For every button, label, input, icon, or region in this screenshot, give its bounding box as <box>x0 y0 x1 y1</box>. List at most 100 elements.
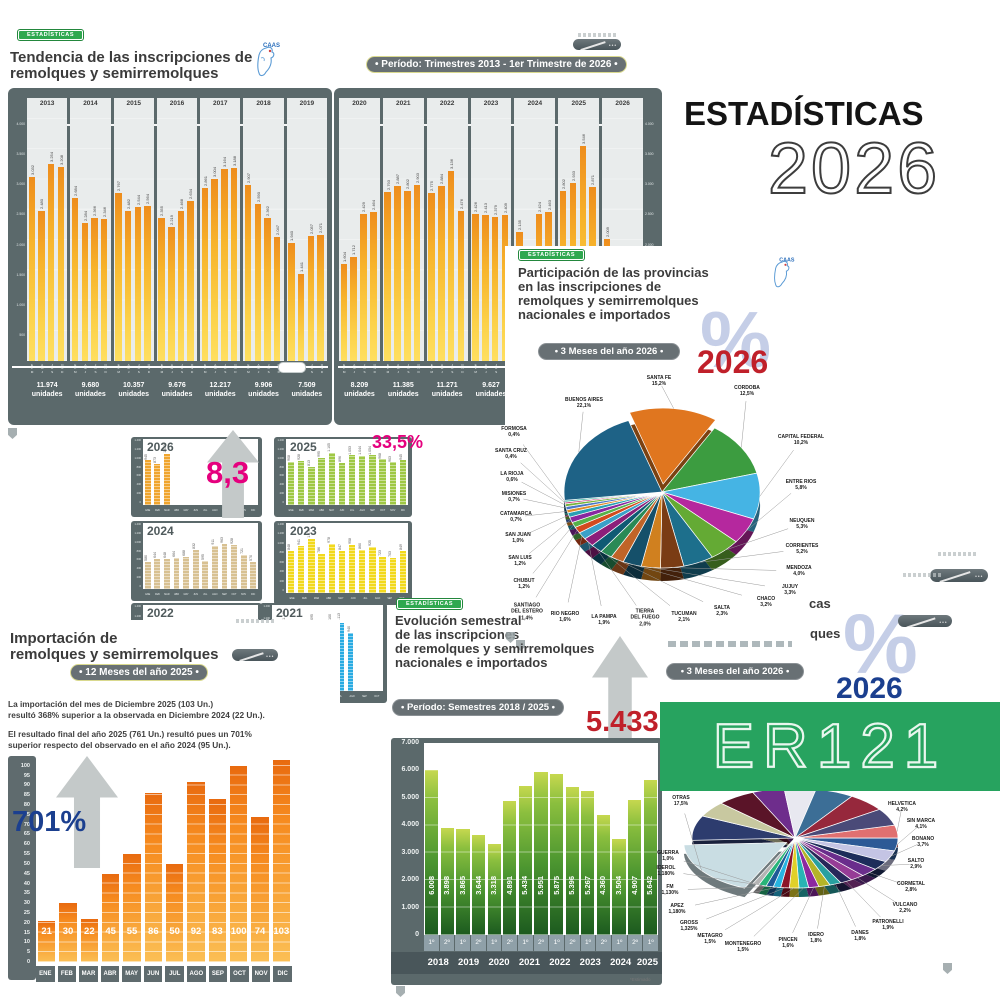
bar <box>115 193 122 361</box>
bar <box>192 549 199 589</box>
year-column-body: 2014 2.684 2.284 2.366 2.346 <box>70 98 111 361</box>
quarter-letters: A M J <box>257 362 260 374</box>
month-label: JUL <box>349 509 355 512</box>
quarter-letters: O N D <box>373 362 376 374</box>
year-label: 2019 <box>458 957 480 968</box>
bar-value: 4.907 <box>629 876 639 895</box>
bar-value: 86 <box>148 926 159 937</box>
month-label: ABR <box>326 597 332 600</box>
er121-code: ER121 <box>712 711 948 782</box>
pie-slice <box>660 491 685 569</box>
pie-leader-line <box>532 524 574 574</box>
month-label: NOV <box>240 593 247 596</box>
y-tick: 4.000 <box>16 121 26 126</box>
month-label: FEB <box>57 966 77 982</box>
pie-slice <box>571 491 663 528</box>
bar <box>211 179 218 361</box>
pie-leader-line <box>535 529 578 598</box>
bar <box>472 213 479 361</box>
month-label: ENE <box>288 509 294 512</box>
pie-slice <box>564 491 663 503</box>
quarter-letters: A M J <box>127 362 130 374</box>
year-column-body: 2018 2.907 2.590 2.362 2.047 <box>243 98 284 361</box>
bar <box>102 873 120 962</box>
bar <box>389 462 396 505</box>
pie-slice <box>565 505 662 523</box>
y-tick: 95 <box>23 772 30 779</box>
pie-slice <box>662 486 760 532</box>
y-tick: 60 <box>23 841 30 848</box>
pie-leader-line <box>588 542 602 607</box>
y-tick: 1.200 <box>134 615 142 618</box>
y-tick: 0 <box>282 501 284 504</box>
year-total: 12.217 unidades <box>204 382 236 398</box>
remolquear-wordmark <box>236 619 276 623</box>
bar-value: 703 <box>388 551 393 557</box>
bar-value: 995 <box>317 451 322 458</box>
quarter-letters: A M J <box>213 362 217 374</box>
month-label: AGO <box>212 509 218 512</box>
year-column: 2015 2.767 2.482 2.544 2.564 E F M A M J J A S O… <box>113 98 154 406</box>
bar <box>201 187 209 361</box>
estadisticas-badge: ESTADÍSTICAS <box>519 250 585 260</box>
bar <box>231 545 237 589</box>
mini-year-label: 2025 <box>290 440 317 454</box>
bar <box>487 844 501 935</box>
bar <box>447 171 455 361</box>
bar <box>240 555 247 589</box>
month-label: MAY <box>183 509 189 512</box>
y-tick: 200 <box>279 492 284 496</box>
bar <box>389 557 396 593</box>
month-label: MAR <box>313 597 320 600</box>
bar <box>134 206 141 361</box>
y-tick: 2.500 <box>16 212 26 217</box>
quarter-letters: O N D <box>104 362 107 374</box>
quarter-letters: E F M <box>342 362 346 374</box>
semester-label: 1º <box>486 935 502 951</box>
y-tick: 800 <box>136 465 141 469</box>
semester-label: 1º <box>455 935 471 951</box>
bar-value: 2.544 <box>135 194 141 205</box>
quarter-letters: A M J <box>484 362 488 374</box>
pie-slice <box>569 491 663 523</box>
bar-value: 928 <box>296 454 301 461</box>
month-label: JUL <box>203 509 208 512</box>
y-tick: 600 <box>136 558 141 562</box>
bar-value: 45 <box>105 926 116 937</box>
semester-label: 2º <box>565 935 580 951</box>
bar <box>643 780 657 935</box>
month-label: SEP <box>362 695 367 698</box>
quarter-letters: O N D <box>147 362 151 374</box>
quarter-letters: A M J <box>353 362 356 374</box>
month-label: OCT <box>396 594 408 603</box>
y-tick: 45 <box>23 870 30 877</box>
columns: 2013 3.032 2.480 3.254 3.208 E F M A M J J A S O… <box>27 98 327 406</box>
panel-provincias-bg <box>505 246 662 426</box>
bar-value: 2.057 <box>308 224 314 235</box>
panel-trimestres: ••• • Período: Trimestres 2013 - 1er Tri… <box>0 0 1000 425</box>
bar-value: 721 <box>239 548 244 555</box>
y-tick: 0 <box>26 959 30 965</box>
pie-slice <box>584 491 663 546</box>
bar <box>158 218 165 361</box>
bar-value: 2.476 <box>458 198 464 209</box>
percent-glyph: % <box>700 295 772 384</box>
bar <box>384 191 392 361</box>
month-label: SEP <box>222 593 227 596</box>
bar-value: 941 <box>296 539 301 545</box>
importacion-paragraph-1: La importación del mes de Diciembre 2025… <box>8 699 265 720</box>
period-badge-trimestres: • Período: Trimestres 2013 - 1er Trimest… <box>366 56 627 73</box>
period-badge-marcas: • 3 Meses del año 2026 • <box>666 663 804 680</box>
year-total: 11.271 unidades <box>431 382 463 398</box>
pie-slice <box>661 491 713 567</box>
year-label: 2020 <box>488 957 510 968</box>
bar <box>340 263 348 361</box>
year-label: 2024 <box>527 100 543 107</box>
bar-value: 2.284 <box>82 210 88 221</box>
quarter-letters: J A S <box>407 362 410 374</box>
semester-label: 1º <box>612 935 627 951</box>
bar-value: 1.441 <box>298 261 304 272</box>
bar <box>123 854 141 962</box>
